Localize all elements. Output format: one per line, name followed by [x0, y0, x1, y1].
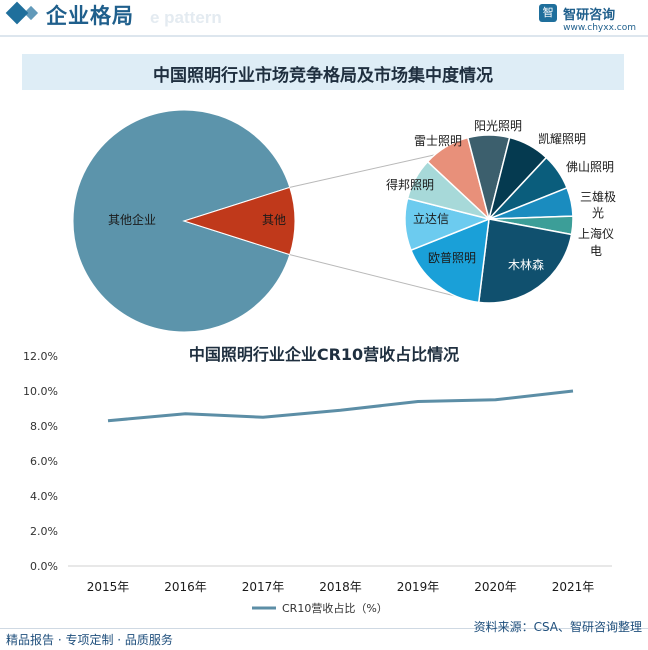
x-tick-label: 2017年	[242, 580, 285, 594]
line-chart-title: 中国照明行业企业CR10营收占比情况	[189, 345, 459, 364]
y-tick-label: 2.0%	[30, 525, 58, 538]
x-tick-label: 2018年	[319, 580, 362, 594]
sub-pie-label-10: 得邦照明	[386, 177, 434, 192]
y-tick-label: 8.0%	[30, 420, 58, 433]
sub-pie-label-2: 阳光照明	[474, 119, 522, 133]
x-tick-label: 2016年	[164, 580, 207, 594]
y-tick-label: 10.0%	[23, 385, 58, 398]
y-tick-label: 4.0%	[30, 490, 58, 503]
sub-pie-label-6-a: 上海仪	[578, 226, 614, 241]
x-tick-label: 2019年	[397, 580, 440, 594]
legend-label: CR10营收占比（%）	[282, 601, 388, 615]
sub-pie-label-1: 雷士照明	[414, 134, 462, 148]
y-tick-label: 6.0%	[30, 455, 58, 468]
x-tick-label: 2015年	[87, 580, 130, 594]
x-tick-label: 2020年	[474, 580, 517, 594]
sub-pie-label-3: 凯耀照明	[538, 132, 586, 146]
x-tick-label: 2021年	[552, 580, 595, 594]
sub-pie-label-5-b: 光	[592, 206, 604, 220]
source-note: 资料来源：CSA、智研咨询整理	[474, 618, 642, 635]
pie-label-other-companies: 其他企业	[108, 212, 156, 227]
sub-pie-label-4: 佛山照明	[566, 160, 614, 174]
sub-pie-label-7: 木林森	[508, 257, 544, 272]
sub-pie-label-8: 欧普照明	[428, 251, 476, 265]
y-tick-label: 0.0%	[30, 560, 58, 573]
line-series-1	[108, 391, 573, 421]
y-tick-label: 12.0%	[23, 350, 58, 363]
sub-pie-label-6-b: 电	[590, 244, 602, 258]
sub-pie-label-5-a: 三雄极	[580, 189, 616, 204]
sub-pie-label-9: 立达信	[413, 211, 449, 226]
pie-label-others: 其他	[262, 213, 286, 227]
footer-tagline: 精品报告 · 专项定制 · 品质服务	[6, 631, 173, 648]
